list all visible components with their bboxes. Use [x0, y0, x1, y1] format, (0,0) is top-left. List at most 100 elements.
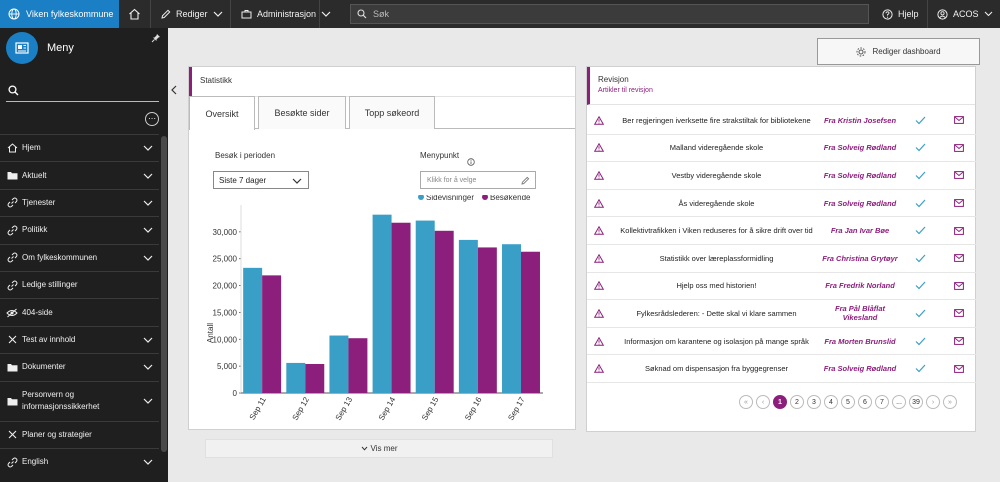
- sidebar-item-label: English: [22, 457, 49, 467]
- article-title-link[interactable]: Hjelp oss med historien!: [676, 281, 757, 291]
- page-button[interactable]: 3: [807, 395, 821, 409]
- approve-check-icon[interactable]: [898, 309, 942, 318]
- page-button[interactable]: 4: [824, 395, 838, 409]
- sidebar-item-personvern-og-informasjonssikkerhet[interactable]: Personvern og informasjonssikkerhet: [0, 380, 159, 421]
- menu-logo-icon[interactable]: [6, 32, 38, 64]
- folder-icon: [6, 397, 18, 406]
- page-button[interactable]: ...: [892, 395, 906, 409]
- article-title-link[interactable]: Informasjon om karantene og isolasjon på…: [624, 336, 809, 346]
- article-title-link[interactable]: Ås videregående skole: [678, 198, 755, 208]
- approve-check-icon[interactable]: [898, 364, 942, 373]
- article-title-link[interactable]: Søknad om dispensasjon fra byggegrenser: [645, 364, 788, 374]
- chevron-down-icon[interactable]: [143, 173, 153, 179]
- link-icon: [6, 225, 18, 236]
- revisjon-table: Ber regjeringen iverksette fire straksti…: [587, 107, 976, 383]
- administrasjon-menu[interactable]: Administrasjon: [231, 0, 331, 28]
- chevron-down-icon[interactable]: [143, 337, 153, 343]
- bar-sidevisninger-3: [372, 214, 392, 393]
- tab-oversikt[interactable]: Oversikt: [189, 96, 255, 130]
- sidebar-item-politikk[interactable]: Politikk: [0, 216, 159, 243]
- show-more-button[interactable]: Vis mer: [205, 439, 553, 458]
- bar-sidevisninger-1: [286, 362, 306, 393]
- article-title-link[interactable]: Statistikk over læreplassformidling: [659, 253, 774, 263]
- rediger-menu[interactable]: Rediger: [151, 0, 231, 28]
- page-button[interactable]: 5: [841, 395, 855, 409]
- sidebar-search-input[interactable]: [6, 80, 159, 102]
- tab-topp-sokeord[interactable]: Topp søkeord: [349, 96, 435, 129]
- chevron-down-icon[interactable]: [143, 364, 153, 371]
- page-button[interactable]: 39: [909, 395, 923, 409]
- sidebar-item-hjem[interactable]: Hjem: [0, 134, 159, 161]
- chevron-down-icon[interactable]: [143, 398, 153, 404]
- first-page-button[interactable]: «: [739, 395, 753, 409]
- last-page-button[interactable]: »: [943, 395, 957, 409]
- sidebar-item-test-av-innhold[interactable]: Test av innhold: [0, 325, 159, 353]
- mail-icon[interactable]: [942, 116, 976, 125]
- sidebar-item-ledige-stillinger[interactable]: Ledige stillinger: [0, 270, 159, 298]
- approve-check-icon[interactable]: [898, 171, 942, 180]
- folder-icon: [6, 363, 18, 372]
- brand-button[interactable]: Viken fylkeskommune: [0, 0, 119, 28]
- home-button[interactable]: [119, 0, 151, 28]
- approve-check-icon[interactable]: [898, 226, 942, 235]
- sidebar-item-aktuelt[interactable]: Aktuelt: [0, 161, 159, 188]
- sidebar-item-english[interactable]: English: [0, 447, 159, 475]
- page-button[interactable]: 6: [858, 395, 872, 409]
- sidebar-item-tjenester[interactable]: Tjenester: [0, 188, 159, 216]
- sidebar-scrollbar[interactable]: [161, 136, 167, 452]
- sidebar-item-planer-og-strategier[interactable]: Planer og strategier: [0, 420, 159, 448]
- mail-icon[interactable]: [942, 171, 976, 180]
- chevron-down-icon[interactable]: [143, 145, 153, 152]
- approve-check-icon[interactable]: [898, 337, 942, 346]
- menupunkt-picker[interactable]: Klikk for å velge: [420, 171, 536, 189]
- chevron-down-icon[interactable]: [143, 227, 153, 234]
- bar-beskende-4: [434, 230, 454, 393]
- top-bar: Viken fylkeskommune Rediger Administrasj…: [0, 0, 1000, 28]
- sidebar-item-dokumenter[interactable]: Dokumenter: [0, 353, 159, 380]
- table-row: Informasjon om karantene og isolasjon på…: [587, 328, 976, 356]
- approve-check-icon[interactable]: [898, 143, 942, 152]
- article-title-link[interactable]: Malland videregående skole: [669, 143, 764, 153]
- mail-icon[interactable]: [942, 254, 976, 263]
- chevron-down-icon[interactable]: [143, 255, 153, 261]
- approve-check-icon[interactable]: [898, 199, 942, 208]
- mail-icon[interactable]: [942, 226, 976, 235]
- article-title-link[interactable]: Ber regjeringen iverksette fire straksti…: [622, 115, 811, 125]
- page-button[interactable]: 7: [875, 395, 889, 409]
- page-button[interactable]: 2: [790, 395, 804, 409]
- mail-icon[interactable]: [942, 309, 976, 318]
- next-page-button[interactable]: ›: [926, 395, 940, 409]
- edit-dashboard-button[interactable]: Rediger dashboard: [817, 38, 980, 65]
- link-icon: [6, 197, 18, 208]
- approve-check-icon[interactable]: [898, 116, 942, 125]
- collapse-sidebar-button[interactable]: [168, 82, 180, 98]
- help-button[interactable]: Hjelp: [876, 0, 919, 28]
- sidebar-item-om-fylkeskommunen[interactable]: Om fylkeskommunen: [0, 243, 159, 271]
- article-title-link[interactable]: Fylkesrådslederen: - Dette skal vi klare…: [636, 308, 797, 318]
- tab-besokte-sider[interactable]: Besøkte sider: [258, 96, 346, 129]
- chevron-down-icon[interactable]: [143, 459, 153, 465]
- approve-check-icon[interactable]: [898, 254, 942, 263]
- bar-beskende-3: [391, 222, 411, 393]
- global-search-input[interactable]: Søk: [350, 4, 869, 24]
- mail-icon[interactable]: [942, 199, 976, 207]
- page-button[interactable]: 1: [773, 395, 787, 409]
- approve-check-icon[interactable]: [898, 281, 942, 290]
- period-select[interactable]: Siste 7 dager: [213, 171, 309, 189]
- mail-icon[interactable]: [942, 337, 976, 345]
- pin-icon[interactable]: [151, 33, 161, 43]
- more-options-icon[interactable]: ⋯: [145, 112, 159, 126]
- mail-icon[interactable]: [942, 364, 976, 373]
- article-title-link[interactable]: Vestby videregående skole: [671, 170, 762, 180]
- mail-icon[interactable]: [942, 281, 976, 290]
- sidebar-item-404-side[interactable]: 404-side: [0, 298, 159, 325]
- chevron-down-icon[interactable]: [143, 200, 153, 206]
- article-title-link[interactable]: Kollektivtrafikken i Viken reduseres for…: [620, 226, 813, 236]
- user-menu[interactable]: ACOS: [927, 0, 1000, 28]
- warning-icon: [587, 115, 611, 125]
- warning-icon: [587, 170, 611, 180]
- mail-icon[interactable]: [942, 143, 976, 152]
- prev-page-button[interactable]: ‹: [756, 395, 770, 409]
- warning-icon: [587, 281, 611, 291]
- info-icon[interactable]: [467, 158, 475, 166]
